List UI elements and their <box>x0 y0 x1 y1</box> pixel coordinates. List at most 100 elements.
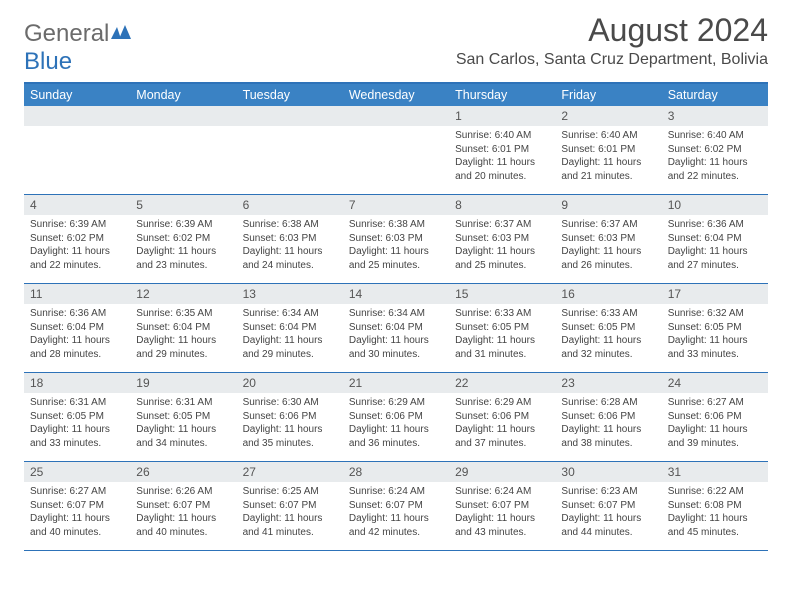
day-body: Sunrise: 6:29 AMSunset: 6:06 PMDaylight:… <box>449 393 555 454</box>
sunset-text: Sunset: 6:05 PM <box>668 321 762 335</box>
sunset-text: Sunset: 6:06 PM <box>243 410 337 424</box>
brand-text: GeneralBlue <box>24 20 133 76</box>
day-number: 31 <box>662 462 768 482</box>
day-body: Sunrise: 6:34 AMSunset: 6:04 PMDaylight:… <box>237 304 343 365</box>
daylight-text: Daylight: 11 hours and 20 minutes. <box>455 156 549 183</box>
sunrise-text: Sunrise: 6:34 AM <box>349 307 443 321</box>
day-cell: 22Sunrise: 6:29 AMSunset: 6:06 PMDayligh… <box>449 373 555 461</box>
sunrise-text: Sunrise: 6:40 AM <box>561 129 655 143</box>
day-number: 14 <box>343 284 449 304</box>
sunset-text: Sunset: 6:03 PM <box>243 232 337 246</box>
weekday-header: Tuesday <box>237 84 343 106</box>
sunset-text: Sunset: 6:07 PM <box>136 499 230 513</box>
day-cell: 31Sunrise: 6:22 AMSunset: 6:08 PMDayligh… <box>662 462 768 550</box>
day-number: 24 <box>662 373 768 393</box>
sunrise-text: Sunrise: 6:25 AM <box>243 485 337 499</box>
weekday-header: Saturday <box>662 84 768 106</box>
day-body: Sunrise: 6:28 AMSunset: 6:06 PMDaylight:… <box>555 393 661 454</box>
day-body: Sunrise: 6:32 AMSunset: 6:05 PMDaylight:… <box>662 304 768 365</box>
daylight-text: Daylight: 11 hours and 24 minutes. <box>243 245 337 272</box>
daylight-text: Daylight: 11 hours and 22 minutes. <box>668 156 762 183</box>
sunrise-text: Sunrise: 6:23 AM <box>561 485 655 499</box>
day-body: Sunrise: 6:26 AMSunset: 6:07 PMDaylight:… <box>130 482 236 543</box>
sunset-text: Sunset: 6:04 PM <box>136 321 230 335</box>
day-number: 10 <box>662 195 768 215</box>
sunset-text: Sunset: 6:04 PM <box>668 232 762 246</box>
daylight-text: Daylight: 11 hours and 22 minutes. <box>30 245 124 272</box>
sunrise-text: Sunrise: 6:24 AM <box>349 485 443 499</box>
day-body: Sunrise: 6:27 AMSunset: 6:06 PMDaylight:… <box>662 393 768 454</box>
sunrise-text: Sunrise: 6:39 AM <box>30 218 124 232</box>
day-number-empty <box>343 106 449 126</box>
sunset-text: Sunset: 6:05 PM <box>30 410 124 424</box>
sunrise-text: Sunrise: 6:38 AM <box>349 218 443 232</box>
sunrise-text: Sunrise: 6:29 AM <box>455 396 549 410</box>
sunrise-text: Sunrise: 6:34 AM <box>243 307 337 321</box>
day-cell: 11Sunrise: 6:36 AMSunset: 6:04 PMDayligh… <box>24 284 130 372</box>
daylight-text: Daylight: 11 hours and 45 minutes. <box>668 512 762 539</box>
daylight-text: Daylight: 11 hours and 23 minutes. <box>136 245 230 272</box>
day-body: Sunrise: 6:39 AMSunset: 6:02 PMDaylight:… <box>24 215 130 276</box>
day-cell <box>130 106 236 194</box>
week-row: 11Sunrise: 6:36 AMSunset: 6:04 PMDayligh… <box>24 284 768 373</box>
daylight-text: Daylight: 11 hours and 29 minutes. <box>136 334 230 361</box>
daylight-text: Daylight: 11 hours and 41 minutes. <box>243 512 337 539</box>
weekday-header: Thursday <box>449 84 555 106</box>
day-cell: 3Sunrise: 6:40 AMSunset: 6:02 PMDaylight… <box>662 106 768 194</box>
sunset-text: Sunset: 6:04 PM <box>243 321 337 335</box>
day-number: 15 <box>449 284 555 304</box>
day-number: 19 <box>130 373 236 393</box>
sunset-text: Sunset: 6:02 PM <box>30 232 124 246</box>
day-body: Sunrise: 6:31 AMSunset: 6:05 PMDaylight:… <box>24 393 130 454</box>
day-number: 13 <box>237 284 343 304</box>
sunrise-text: Sunrise: 6:27 AM <box>668 396 762 410</box>
sunset-text: Sunset: 6:01 PM <box>455 143 549 157</box>
day-cell: 28Sunrise: 6:24 AMSunset: 6:07 PMDayligh… <box>343 462 449 550</box>
day-cell: 5Sunrise: 6:39 AMSunset: 6:02 PMDaylight… <box>130 195 236 283</box>
sunrise-text: Sunrise: 6:40 AM <box>455 129 549 143</box>
day-body: Sunrise: 6:36 AMSunset: 6:04 PMDaylight:… <box>24 304 130 365</box>
day-body: Sunrise: 6:40 AMSunset: 6:01 PMDaylight:… <box>449 126 555 187</box>
daylight-text: Daylight: 11 hours and 26 minutes. <box>561 245 655 272</box>
day-number: 25 <box>24 462 130 482</box>
sunrise-text: Sunrise: 6:29 AM <box>349 396 443 410</box>
sunrise-text: Sunrise: 6:36 AM <box>30 307 124 321</box>
sunset-text: Sunset: 6:06 PM <box>349 410 443 424</box>
day-number: 26 <box>130 462 236 482</box>
day-cell: 30Sunrise: 6:23 AMSunset: 6:07 PMDayligh… <box>555 462 661 550</box>
week-row: 4Sunrise: 6:39 AMSunset: 6:02 PMDaylight… <box>24 195 768 284</box>
flag-icon <box>111 20 133 47</box>
weekday-header: Friday <box>555 84 661 106</box>
sunrise-text: Sunrise: 6:40 AM <box>668 129 762 143</box>
day-body: Sunrise: 6:39 AMSunset: 6:02 PMDaylight:… <box>130 215 236 276</box>
daylight-text: Daylight: 11 hours and 33 minutes. <box>30 423 124 450</box>
daylight-text: Daylight: 11 hours and 32 minutes. <box>561 334 655 361</box>
day-number: 5 <box>130 195 236 215</box>
day-number: 12 <box>130 284 236 304</box>
daylight-text: Daylight: 11 hours and 39 minutes. <box>668 423 762 450</box>
day-cell: 23Sunrise: 6:28 AMSunset: 6:06 PMDayligh… <box>555 373 661 461</box>
day-number: 30 <box>555 462 661 482</box>
day-number: 27 <box>237 462 343 482</box>
sunset-text: Sunset: 6:06 PM <box>668 410 762 424</box>
day-cell: 6Sunrise: 6:38 AMSunset: 6:03 PMDaylight… <box>237 195 343 283</box>
day-number: 22 <box>449 373 555 393</box>
day-number: 23 <box>555 373 661 393</box>
day-body: Sunrise: 6:37 AMSunset: 6:03 PMDaylight:… <box>555 215 661 276</box>
day-cell: 27Sunrise: 6:25 AMSunset: 6:07 PMDayligh… <box>237 462 343 550</box>
day-body: Sunrise: 6:29 AMSunset: 6:06 PMDaylight:… <box>343 393 449 454</box>
title-block: August 2024 San Carlos, Santa Cruz Depar… <box>456 12 768 73</box>
daylight-text: Daylight: 11 hours and 29 minutes. <box>243 334 337 361</box>
day-cell: 16Sunrise: 6:33 AMSunset: 6:05 PMDayligh… <box>555 284 661 372</box>
sunset-text: Sunset: 6:03 PM <box>561 232 655 246</box>
day-number: 29 <box>449 462 555 482</box>
day-number: 8 <box>449 195 555 215</box>
day-body: Sunrise: 6:22 AMSunset: 6:08 PMDaylight:… <box>662 482 768 543</box>
day-cell: 15Sunrise: 6:33 AMSunset: 6:05 PMDayligh… <box>449 284 555 372</box>
day-body: Sunrise: 6:36 AMSunset: 6:04 PMDaylight:… <box>662 215 768 276</box>
day-cell: 24Sunrise: 6:27 AMSunset: 6:06 PMDayligh… <box>662 373 768 461</box>
day-number: 20 <box>237 373 343 393</box>
sunrise-text: Sunrise: 6:31 AM <box>136 396 230 410</box>
sunset-text: Sunset: 6:04 PM <box>349 321 443 335</box>
daylight-text: Daylight: 11 hours and 40 minutes. <box>136 512 230 539</box>
